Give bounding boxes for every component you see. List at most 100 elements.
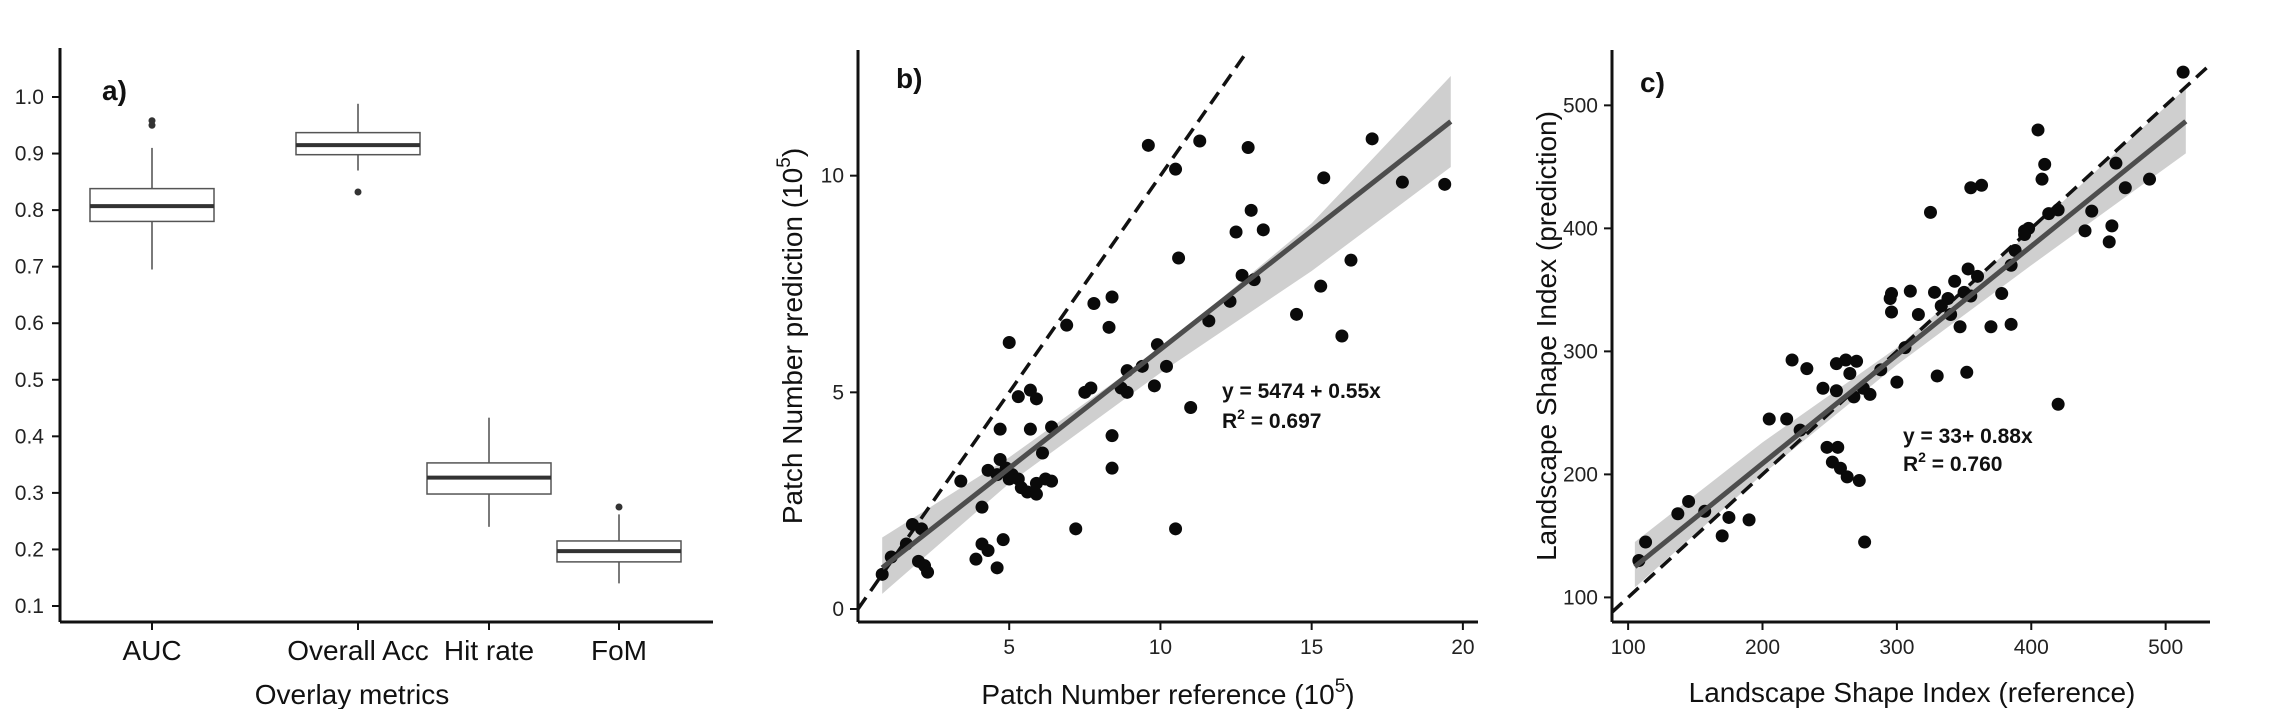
panel-c-scatter: 100 200 300 400 500 100 200 300 400 500 c) y = 3… — [1531, 50, 2210, 708]
data-point — [1011, 390, 1025, 404]
panel-a-y-tick-label: 0.9 — [15, 143, 44, 166]
data-point — [2004, 317, 2018, 331]
panel-c-x-tick-label: 400 — [2014, 636, 2049, 659]
box-auc — [89, 117, 215, 270]
panel-b-equation: y = 5474 + 0.55x — [1222, 380, 1381, 403]
data-point — [1087, 297, 1101, 310]
data-point — [1964, 181, 1978, 195]
data-point — [1193, 134, 1207, 148]
data-point — [1035, 446, 1049, 460]
data-point — [2051, 397, 2065, 411]
data-point — [2176, 65, 2190, 79]
data-point — [1785, 353, 1799, 367]
data-point — [2105, 219, 2119, 233]
panel-b-x-ticks: 5 10 15 20 — [1003, 622, 1475, 659]
data-point — [1682, 494, 1696, 508]
data-point — [1023, 422, 1037, 436]
panel-b-x-tick-label: 10 — [1149, 636, 1172, 659]
data-point — [954, 474, 968, 488]
data-point — [1395, 175, 1409, 189]
data-point — [875, 567, 889, 581]
data-point — [1858, 535, 1872, 549]
panel-a-y-tick-label: 0.6 — [15, 312, 44, 335]
data-point — [1235, 268, 1249, 282]
data-point — [1147, 379, 1161, 393]
data-point — [981, 544, 995, 557]
box-hit-rate — [426, 417, 552, 527]
panel-b-y-tick-label: 5 — [832, 381, 844, 404]
data-point — [990, 561, 1004, 575]
data-point — [1960, 365, 1974, 379]
data-point — [1105, 461, 1119, 475]
panel-a-y-ticks: 0.1 0.2 0.3 0.4 0.5 0.6 0.7 0.8 0.9 1.0 — [15, 86, 60, 618]
confidence-band — [882, 76, 1451, 594]
data-point — [1948, 274, 1962, 288]
panel-c-equation: y = 33+ 0.88x — [1903, 425, 2033, 448]
data-point — [1984, 320, 1998, 334]
data-point — [1885, 305, 1899, 319]
data-point — [1084, 381, 1098, 395]
panel-a-y-tick-label: 0.2 — [15, 538, 44, 561]
panel-a-x-tick-label: AUC — [122, 635, 181, 666]
data-point — [1120, 385, 1134, 399]
data-point — [2038, 157, 2052, 171]
panel-b-x-tick-label: 15 — [1300, 636, 1323, 659]
box-outlier — [354, 188, 362, 196]
data-point — [1975, 178, 1989, 192]
data-point — [1029, 487, 1043, 501]
data-point — [2143, 172, 2157, 186]
data-point — [1903, 284, 1917, 298]
data-point — [1829, 384, 1843, 398]
data-point — [1202, 314, 1216, 328]
data-point — [1671, 507, 1685, 521]
data-point — [1317, 171, 1331, 185]
data-point — [1840, 470, 1854, 484]
panel-c-y-tick-label: 400 — [1563, 217, 1598, 240]
panel-c-y-tick-label: 500 — [1563, 94, 1598, 117]
panel-b-r2: R2 = 0.697 — [1222, 406, 1321, 433]
panel-a-y-tick-label: 0.1 — [15, 595, 44, 618]
panel-c-x-ticks: 100 200 300 400 500 — [1611, 622, 2183, 659]
panel-a-y-tick-label: 0.3 — [15, 482, 44, 505]
data-point — [1995, 287, 2009, 301]
panel-a-x-ticks: AUC Overall Acc Hit rate FoM — [122, 622, 647, 666]
data-point — [1159, 359, 1173, 373]
panel-a-y-tick-label: 1.0 — [15, 86, 44, 109]
data-point — [1029, 392, 1043, 406]
box-outlier — [615, 503, 623, 511]
panel-c-y-tick-label: 300 — [1563, 340, 1598, 363]
data-point — [1639, 535, 1653, 549]
data-point — [996, 533, 1010, 547]
panel-a-y-tick-label: 0.5 — [15, 369, 44, 392]
panel-a-y-tick-label: 0.4 — [15, 425, 45, 448]
data-point — [1961, 262, 1975, 276]
panel-b-plot-area — [858, 50, 1453, 611]
box-overall-acc — [295, 103, 421, 196]
data-point — [2031, 123, 2045, 137]
data-point — [1820, 440, 1834, 454]
data-point — [2035, 172, 2049, 186]
identity-line — [858, 50, 1250, 611]
data-point — [1715, 529, 1729, 543]
data-point — [1722, 510, 1736, 524]
panel-c-y-ticks: 100 200 300 400 500 — [1563, 94, 1612, 609]
panel-a-label: a) — [102, 75, 127, 106]
data-point — [1863, 387, 1877, 401]
panel-a-y-tick-label: 0.7 — [15, 256, 44, 279]
data-point — [1742, 513, 1756, 527]
data-point — [1169, 162, 1183, 176]
data-point — [1438, 177, 1452, 191]
panel-b-y-tick-label: 10 — [821, 165, 844, 188]
panel-c-y-tick-label: 100 — [1563, 586, 1598, 609]
panel-c-x-tick-label: 300 — [1879, 636, 1914, 659]
data-point — [975, 500, 989, 514]
data-point — [1843, 367, 1857, 381]
panel-c-x-tick-label: 100 — [1611, 636, 1646, 659]
data-point — [2109, 156, 2123, 170]
data-point — [2085, 204, 2099, 218]
panel-c-equation-line1: y = 33+ 0.88x — [1903, 425, 2033, 448]
panel-c-x-tick-label: 500 — [2148, 636, 2183, 659]
panel-b-label: b) — [896, 63, 922, 94]
data-point — [1172, 251, 1186, 265]
